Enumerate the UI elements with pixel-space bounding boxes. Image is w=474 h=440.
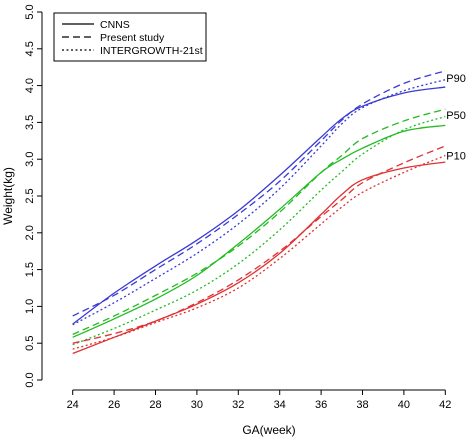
- chart-axes: 24 26 28 30 32 34 36 38 40 42 0.0 0.5 1.0 1.5 2.0 2.5 3…: [24, 4, 451, 411]
- curve-p90-dotted: [72, 79, 446, 326]
- curve-p10-dashed: [72, 145, 446, 344]
- x-tick-label: 36: [315, 399, 327, 411]
- curve-p10-solid: [72, 161, 446, 355]
- x-tick-label: 34: [274, 399, 286, 411]
- legend-label: Present study: [100, 32, 165, 44]
- x-tick: 36: [315, 390, 327, 411]
- y-tick: 1.0: [24, 299, 42, 314]
- y-tick: 2.5: [24, 188, 42, 204]
- y-axis-ticks: 0.0 0.5 1.0 1.5 2.0 2.5 3.0 3.5 4.0 4.5 5.0: [24, 4, 42, 388]
- percentile-label-p10: P10: [446, 151, 466, 163]
- x-tick-label: 32: [232, 399, 244, 411]
- y-tick: 5.0: [24, 4, 42, 20]
- x-tick-label: 40: [398, 399, 410, 411]
- y-axis-title: Weight(kg): [1, 167, 15, 225]
- x-tick-label: 38: [356, 399, 368, 411]
- y-tick: 4.5: [24, 41, 42, 56]
- y-tick: 1.5: [24, 262, 42, 277]
- curve-p50-dotted: [72, 115, 446, 346]
- legend-entry: INTERGROWTH-21st: [62, 45, 203, 57]
- curve-p90-dashed: [72, 70, 446, 317]
- y-tick-label: 2.0: [24, 225, 36, 240]
- y-tick-label: 0.5: [24, 336, 36, 351]
- x-tick: 34: [274, 390, 286, 411]
- x-tick: 26: [108, 390, 120, 411]
- y-tick: 0.0: [24, 372, 42, 388]
- x-tick: 32: [232, 390, 244, 411]
- y-tick-label: 0.0: [24, 372, 36, 387]
- y-tick: 3.5: [24, 115, 42, 130]
- percentile-label-p90: P90: [446, 73, 466, 85]
- y-tick-label: 4.0: [24, 78, 36, 93]
- legend-label: CNNS: [100, 19, 130, 31]
- percentile-labels: P90 P50 P10: [446, 73, 466, 162]
- x-tick: 40: [398, 390, 410, 411]
- legend-label: INTERGROWTH-21st: [100, 45, 203, 57]
- y-tick-label: 3.0: [24, 152, 36, 167]
- x-tick-label: 26: [108, 399, 120, 411]
- x-tick-label: 42: [439, 399, 451, 411]
- percentile-label-p50: P50: [446, 110, 466, 122]
- y-tick: 3.0: [24, 152, 42, 167]
- x-axis-ticks: 24 26 28 30 32 34 36 38 40 42: [67, 390, 451, 411]
- x-tick: 38: [356, 390, 369, 411]
- x-axis-title: GA(week): [242, 423, 295, 437]
- curve-p50-solid: [72, 124, 446, 338]
- curve-p50-dashed: [72, 108, 446, 335]
- chart-curves: [72, 70, 446, 355]
- y-tick: 2.0: [24, 225, 42, 240]
- y-tick-label: 3.5: [24, 115, 36, 130]
- y-tick-label: 1.0: [24, 299, 36, 314]
- y-tick-label: 1.5: [24, 262, 36, 277]
- y-tick-label: 2.5: [24, 188, 36, 203]
- y-tick: 4.0: [24, 78, 42, 93]
- y-tick: 0.5: [24, 336, 42, 351]
- y-tick-label: 5.0: [24, 4, 36, 19]
- x-tick-label: 28: [149, 399, 161, 411]
- x-tick: 30: [191, 390, 203, 411]
- curve-p10-dotted: [72, 154, 446, 350]
- x-tick: 24: [67, 390, 79, 411]
- y-tick-label: 4.5: [24, 41, 36, 56]
- x-tick-label: 30: [191, 399, 203, 411]
- x-tick: 42: [439, 390, 451, 411]
- x-tick: 28: [149, 390, 162, 411]
- legend-entry: Present study: [62, 32, 165, 44]
- legend-entry: CNNS: [62, 19, 130, 31]
- x-tick-label: 24: [67, 399, 79, 411]
- curve-p90-solid: [72, 86, 446, 325]
